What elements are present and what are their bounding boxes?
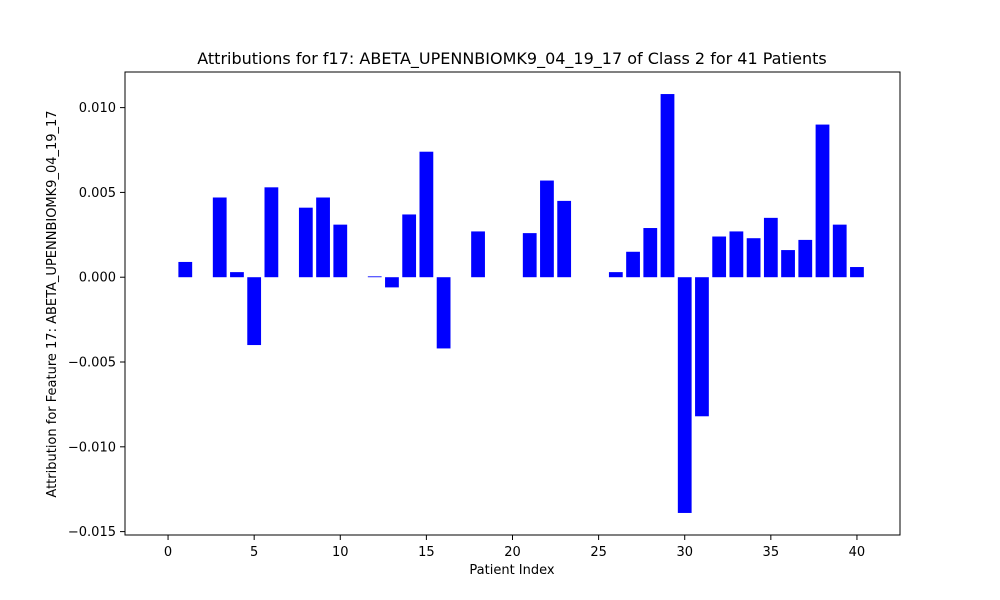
bar-patient-33 xyxy=(729,231,744,278)
bar-patient-35 xyxy=(763,217,778,278)
bar-patient-12 xyxy=(367,276,382,278)
bar-patient-1 xyxy=(178,261,193,278)
y-tick-label: −0.010 xyxy=(68,440,116,455)
bar-patient-30 xyxy=(677,277,692,513)
x-tick-label: 40 xyxy=(849,545,866,560)
bar-patient-29 xyxy=(660,94,675,278)
x-tick-label: 15 xyxy=(418,545,435,560)
y-tick-label: 0.000 xyxy=(79,271,116,286)
bar-patient-22 xyxy=(540,180,554,278)
x-tick-label: 10 xyxy=(332,545,349,560)
bars-group xyxy=(178,94,864,513)
bar-patient-40 xyxy=(850,267,864,278)
y-axis-title: Attribution for Feature 17: ABETA_UPENNB… xyxy=(45,110,60,497)
x-axis-title: Patient Index xyxy=(469,563,554,578)
bar-patient-18 xyxy=(471,231,485,278)
bar-patient-21 xyxy=(522,233,537,278)
bar-patient-9 xyxy=(316,197,330,278)
bar-patient-14 xyxy=(402,214,417,278)
bar-patient-5 xyxy=(247,277,262,346)
bar-patient-37 xyxy=(798,239,813,278)
bar-patient-15 xyxy=(419,151,434,278)
y-tick-label: 0.005 xyxy=(79,186,116,201)
bar-patient-27 xyxy=(626,251,640,278)
bar-patient-13 xyxy=(385,277,399,288)
bar-patient-32 xyxy=(712,236,727,278)
bar-patient-31 xyxy=(695,277,709,417)
x-tick-label: 35 xyxy=(763,545,780,560)
plot-frame xyxy=(124,71,901,536)
bar-patient-39 xyxy=(832,224,847,278)
x-tick-label: 30 xyxy=(676,545,693,560)
bar-patient-4 xyxy=(230,272,244,278)
y-tick-label: −0.015 xyxy=(68,525,116,540)
chart-title: Attributions for f17: ABETA_UPENNBIOMK9_… xyxy=(197,49,827,69)
bar-patient-16 xyxy=(436,277,451,349)
x-tick-label: 0 xyxy=(164,545,172,560)
x-tick-label: 5 xyxy=(250,545,258,560)
y-axis: −0.015 −0.010 −0.005 0.000 0.005 0.010 xyxy=(68,101,125,540)
bar-patient-28 xyxy=(643,228,658,278)
y-tick-label: −0.005 xyxy=(68,356,116,371)
bar-patient-36 xyxy=(781,250,795,278)
bar-patient-10 xyxy=(333,224,348,278)
x-axis: 0 5 10 15 20 25 30 35 40 xyxy=(164,535,865,560)
bar-patient-8 xyxy=(298,207,313,278)
bar-patient-38 xyxy=(815,124,830,278)
bar-patient-26 xyxy=(608,272,623,278)
bar-patient-6 xyxy=(264,187,279,278)
bar-patient-34 xyxy=(746,238,761,278)
bar-patient-23 xyxy=(557,200,572,278)
x-tick-label: 25 xyxy=(590,545,607,560)
x-tick-label: 20 xyxy=(504,545,521,560)
bar-patient-3 xyxy=(212,197,227,278)
y-tick-label: 0.010 xyxy=(79,101,116,116)
